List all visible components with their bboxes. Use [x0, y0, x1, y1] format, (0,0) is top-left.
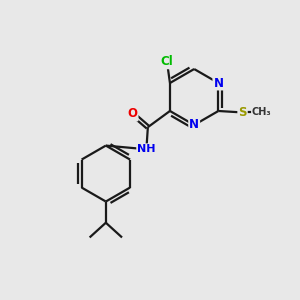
Text: O: O — [128, 107, 137, 120]
Text: S: S — [238, 106, 247, 119]
Text: CH₃: CH₃ — [252, 107, 272, 118]
Text: N: N — [213, 76, 224, 89]
Text: NH: NH — [137, 144, 156, 154]
Text: Cl: Cl — [160, 55, 173, 68]
Text: N: N — [189, 118, 199, 131]
